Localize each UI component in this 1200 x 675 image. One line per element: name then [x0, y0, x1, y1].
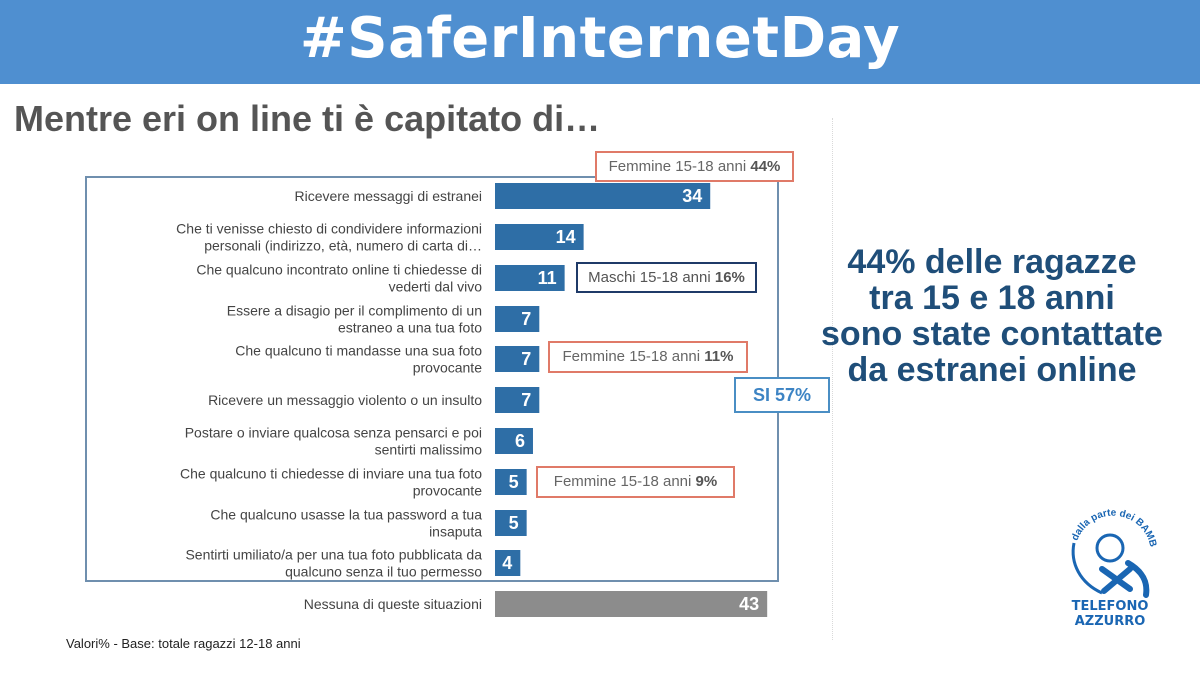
category-label-line: Essere a disagio per il complimento di u…: [227, 303, 482, 319]
page-title: Mentre eri on line ti è capitato di…: [14, 98, 601, 139]
logo-head-icon: [1095, 533, 1125, 563]
bar-value-label: 7: [521, 309, 531, 329]
footnote: Valori% - Base: totale ragazzi 12-18 ann…: [66, 636, 301, 651]
callout-label: SI 57%: [752, 385, 812, 405]
category-label-line: Che qualcuno incontrato online ti chiede…: [196, 262, 482, 278]
callout-value: 44%: [750, 158, 781, 175]
category-label-line: Ricevere un messaggio violento o un insu…: [208, 392, 482, 408]
category-label: Ricevere messaggi di estranei: [294, 188, 482, 204]
bar-value-label: 34: [682, 186, 702, 206]
category-label-line: Nessuna di queste situazioni: [304, 596, 482, 612]
callout-value: 9%: [695, 473, 718, 490]
logo-arc-text: dalla parte dei BAMBINI: [1058, 505, 1158, 548]
category-label: Che qualcuno usasse la tua password a tu…: [210, 507, 482, 540]
headline-stat: 44% delle ragazze tra 15 e 18 anni sono …: [796, 244, 1188, 388]
category-label-line: Che qualcuno usasse la tua password a tu…: [210, 507, 482, 523]
callout-females-contact: Femmine 15-18 anni 44%: [595, 151, 794, 182]
category-label-line: personali (indirizzo, età, numero di car…: [204, 238, 482, 254]
category-label-line: insaputa: [429, 524, 482, 540]
bar-value-label: 7: [521, 390, 531, 410]
callout-value: 11%: [704, 348, 734, 365]
category-label-line: estraneo a una tua foto: [338, 320, 482, 336]
logo-arm-icon: [1071, 542, 1103, 595]
bar: [495, 306, 540, 332]
category-label-line: vederti dal vivo: [389, 279, 483, 295]
banner-title: #SaferInternetDay: [299, 6, 901, 71]
callout-label: Femmine 15-18 anni: [562, 348, 701, 365]
bar: [495, 183, 711, 209]
telefono-azzurro-logo: dalla parte dei BAMBINI TELEFONO AZZURRO: [1058, 505, 1158, 629]
headline-line: tra 15 e 18 anni: [869, 279, 1115, 317]
category-label-line: provocante: [413, 360, 482, 376]
category-label-line: Che qualcuno ti mandasse una sua foto: [235, 343, 482, 359]
bar-value-label: 5: [509, 513, 519, 533]
category-label-line: Sentirti umiliato/a per una tua foto pub…: [185, 547, 482, 563]
category-label-line: Postare o inviare qualcosa senza pensarc…: [185, 425, 482, 441]
headline-line: sono state contattate: [821, 315, 1163, 353]
bar: [495, 428, 533, 454]
callout-females-photo-requested: Femmine 15-18 anni 9%: [536, 466, 735, 498]
bar-value-label: 43: [739, 594, 759, 614]
headline-line: 44% delle ragazze: [847, 243, 1137, 281]
bar: [495, 469, 527, 495]
bar: [495, 387, 540, 413]
logo-line1: TELEFONO: [1072, 599, 1149, 614]
callout-males-meet: Maschi 15-18 anni 16%: [576, 262, 757, 293]
bar-value-label: 11: [538, 268, 557, 288]
bar: [495, 591, 768, 617]
category-label: Che qualcuno incontrato online ti chiede…: [196, 262, 482, 295]
divider-line: [832, 118, 833, 640]
headline-line: da estranei online: [847, 351, 1137, 389]
bar: [495, 224, 584, 250]
category-label: Che qualcuno ti mandasse una sua foto pro…: [235, 343, 482, 376]
category-label: Che ti venisse chiesto di condividere in…: [176, 221, 482, 254]
category-label-line: Che ti venisse chiesto di condividere in…: [176, 221, 482, 237]
bar: [495, 550, 521, 576]
category-label-line: provocante: [413, 483, 482, 499]
callout-label: Maschi 15-18 anni: [588, 269, 711, 286]
category-label: Essere a disagio per il complimento di u…: [227, 303, 482, 336]
callout-value: 16%: [714, 269, 745, 286]
bar-value-label: 6: [515, 431, 525, 451]
category-label-line: Ricevere messaggi di estranei: [294, 188, 482, 204]
category-label: Che qualcuno ti chiedesse di inviare una…: [180, 466, 482, 499]
callout-si-total: SI 57%: [734, 377, 830, 413]
logo-line2: AZZURRO: [1075, 614, 1146, 629]
bar-value-label: 5: [509, 472, 519, 492]
category-label: Postare o inviare qualcosa senza pensarc…: [185, 425, 483, 458]
category-label: Sentirti umiliato/a per una tua foto pub…: [185, 547, 482, 580]
bar-value-label: 4: [502, 553, 512, 573]
category-label: Ricevere un messaggio violento o un insu…: [208, 392, 482, 408]
bar-value-label: 14: [556, 227, 576, 247]
callout-label: Femmine 15-18 anni: [553, 473, 692, 490]
callout-label: Femmine 15-18 anni: [608, 158, 747, 175]
header-banner: #SaferInternetDay: [0, 0, 1200, 84]
bar: [495, 346, 540, 372]
bar: [495, 510, 527, 536]
category-label-line: sentirti malissimo: [375, 442, 483, 458]
bar-value-label: 7: [521, 349, 531, 369]
category-label: Nessuna di queste situazioni: [304, 596, 482, 612]
callout-females-photo-received: Femmine 15-18 anni 11%: [548, 341, 748, 373]
category-label-line: qualcuno senza il tuo permesso: [285, 564, 482, 580]
bar: [495, 265, 565, 291]
logo-body-icon: [1099, 560, 1150, 598]
category-label-line: Che qualcuno ti chiedesse di inviare una…: [180, 466, 482, 482]
